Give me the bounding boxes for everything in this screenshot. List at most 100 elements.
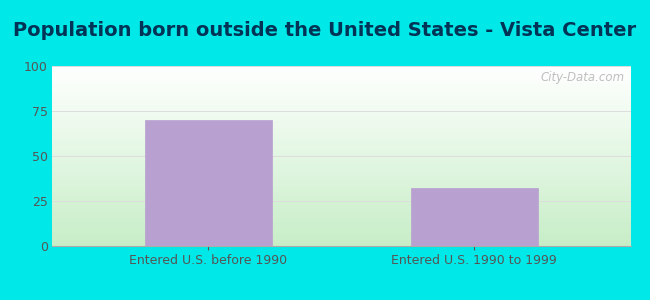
- Bar: [52, 125, 630, 126]
- Bar: [52, 135, 630, 136]
- Bar: [52, 179, 630, 180]
- Bar: [52, 204, 630, 205]
- Bar: [52, 142, 630, 143]
- Bar: [52, 117, 630, 118]
- Bar: [52, 124, 630, 125]
- Bar: [52, 104, 630, 105]
- Bar: [52, 120, 630, 121]
- Bar: [52, 235, 630, 236]
- Bar: [52, 182, 630, 183]
- Bar: [52, 244, 630, 245]
- Bar: [52, 233, 630, 234]
- Bar: [52, 140, 630, 141]
- Bar: [52, 141, 630, 142]
- Bar: [52, 78, 630, 79]
- Bar: [52, 220, 630, 221]
- Bar: [52, 197, 630, 198]
- Bar: [52, 171, 630, 172]
- Bar: [52, 210, 630, 211]
- Bar: [52, 121, 630, 122]
- Bar: [52, 213, 630, 214]
- Bar: [52, 67, 630, 68]
- Bar: [52, 224, 630, 225]
- Bar: [52, 127, 630, 128]
- Bar: [52, 245, 630, 246]
- Bar: [52, 113, 630, 114]
- Bar: [52, 102, 630, 103]
- Bar: [52, 100, 630, 101]
- Bar: [52, 203, 630, 204]
- Bar: [52, 74, 630, 75]
- Bar: [52, 88, 630, 89]
- Bar: [52, 168, 630, 169]
- Bar: [52, 226, 630, 227]
- Bar: [52, 128, 630, 129]
- Bar: [52, 173, 630, 174]
- Bar: [52, 97, 630, 98]
- Bar: [52, 108, 630, 109]
- Bar: [52, 95, 630, 96]
- Bar: [52, 237, 630, 238]
- Bar: [52, 72, 630, 73]
- Bar: [52, 91, 630, 92]
- Bar: [52, 119, 630, 120]
- Bar: [52, 86, 630, 87]
- Bar: [52, 131, 630, 132]
- Bar: [411, 188, 538, 246]
- Bar: [52, 87, 630, 88]
- Bar: [52, 69, 630, 70]
- Bar: [52, 194, 630, 195]
- Bar: [52, 218, 630, 219]
- Bar: [52, 76, 630, 77]
- Bar: [52, 184, 630, 185]
- Bar: [52, 160, 630, 161]
- Bar: [52, 150, 630, 151]
- Bar: [52, 155, 630, 156]
- Bar: [52, 180, 630, 181]
- Text: Population born outside the United States - Vista Center: Population born outside the United State…: [14, 21, 636, 40]
- Bar: [52, 146, 630, 147]
- Bar: [52, 242, 630, 243]
- Bar: [52, 186, 630, 187]
- Bar: [52, 230, 630, 231]
- Bar: [52, 231, 630, 232]
- Bar: [52, 110, 630, 111]
- Bar: [52, 202, 630, 203]
- Bar: [52, 107, 630, 108]
- Bar: [52, 212, 630, 213]
- Bar: [52, 238, 630, 239]
- Bar: [52, 208, 630, 209]
- Bar: [52, 201, 630, 202]
- Bar: [52, 162, 630, 163]
- Bar: [52, 137, 630, 138]
- Bar: [52, 112, 630, 113]
- Bar: [52, 68, 630, 69]
- Bar: [52, 156, 630, 157]
- Bar: [52, 103, 630, 104]
- Bar: [52, 165, 630, 166]
- Bar: [52, 217, 630, 218]
- Bar: [52, 211, 630, 212]
- Bar: [52, 166, 630, 167]
- Bar: [52, 198, 630, 199]
- Bar: [52, 164, 630, 165]
- Bar: [52, 177, 630, 178]
- Bar: [52, 199, 630, 200]
- Bar: [52, 94, 630, 95]
- Bar: [52, 196, 630, 197]
- Bar: [52, 149, 630, 150]
- Bar: [52, 215, 630, 216]
- Bar: [52, 191, 630, 192]
- Bar: [52, 109, 630, 110]
- Bar: [52, 75, 630, 76]
- Bar: [52, 82, 630, 83]
- Bar: [52, 81, 630, 82]
- Bar: [52, 192, 630, 193]
- Bar: [52, 71, 630, 72]
- Bar: [52, 189, 630, 190]
- Bar: [52, 136, 630, 137]
- Bar: [52, 115, 630, 116]
- Bar: [52, 134, 630, 135]
- Bar: [52, 185, 630, 186]
- Bar: [52, 98, 630, 99]
